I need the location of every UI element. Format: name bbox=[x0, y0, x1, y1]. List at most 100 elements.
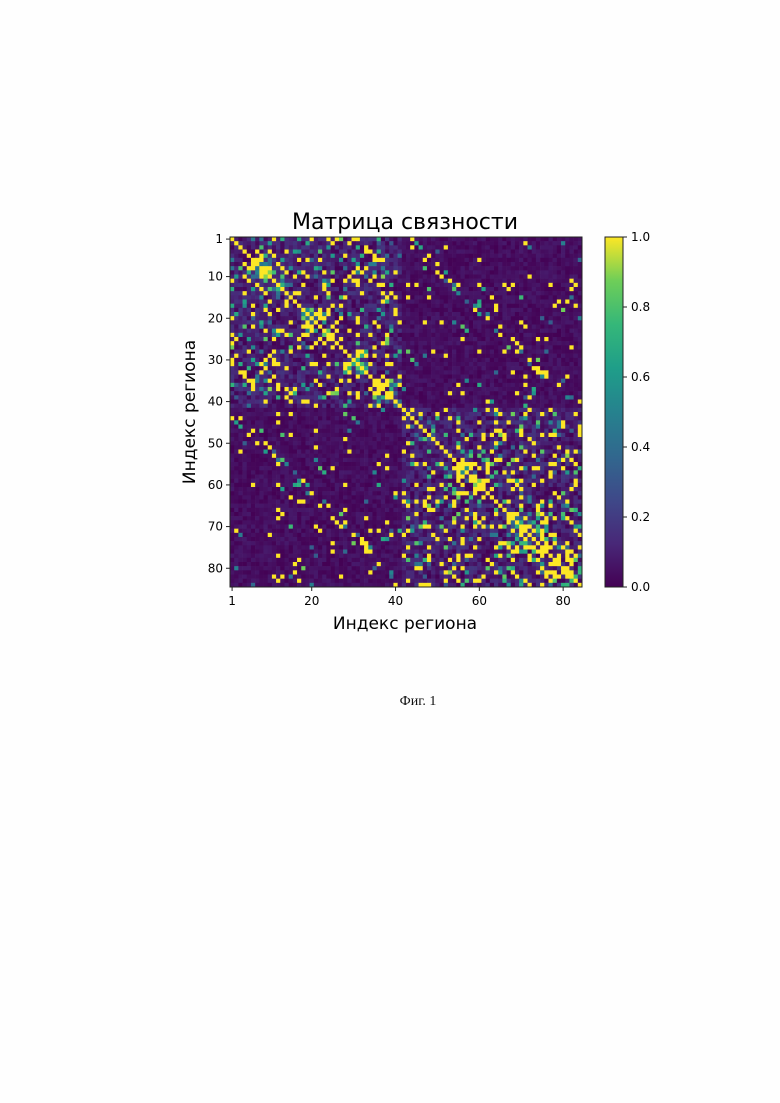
heatmap-cell bbox=[573, 320, 579, 325]
heatmap-cell bbox=[485, 332, 491, 338]
heatmap-cell bbox=[506, 270, 512, 275]
heatmap-cell bbox=[577, 474, 583, 479]
heatmap-cell bbox=[288, 324, 294, 329]
heatmap-cell bbox=[297, 387, 302, 392]
heatmap-cell bbox=[406, 462, 411, 467]
chart-title: Матрица связности bbox=[292, 210, 518, 235]
heatmap-cell bbox=[364, 441, 369, 446]
heatmap-cell bbox=[246, 382, 252, 388]
heatmap-cell bbox=[443, 237, 449, 242]
heatmap-cell bbox=[351, 303, 357, 309]
heatmap-cell bbox=[347, 270, 352, 275]
heatmap-cell bbox=[385, 253, 390, 259]
heatmap-cell bbox=[401, 441, 407, 446]
heatmap-cell bbox=[498, 299, 503, 304]
heatmap-cell bbox=[552, 266, 558, 271]
heatmap-cell bbox=[406, 395, 411, 400]
heatmap-cell bbox=[556, 424, 562, 429]
heatmap-cell bbox=[535, 241, 541, 246]
heatmap-cell bbox=[355, 324, 361, 329]
heatmap-cell bbox=[271, 362, 277, 367]
heatmap-cell bbox=[422, 382, 428, 388]
heatmap-cell bbox=[238, 403, 243, 409]
heatmap-cell bbox=[280, 341, 285, 346]
heatmap-cell bbox=[246, 303, 252, 309]
heatmap-cell bbox=[414, 382, 419, 388]
heatmap-cell bbox=[305, 453, 310, 459]
heatmap-cell bbox=[401, 257, 407, 263]
heatmap-cell bbox=[456, 257, 461, 263]
heatmap-cell bbox=[489, 437, 495, 442]
heatmap-cell bbox=[494, 353, 499, 359]
heatmap-cell bbox=[372, 374, 377, 379]
heatmap-cell bbox=[552, 462, 558, 467]
heatmap-cell bbox=[372, 332, 377, 338]
heatmap-cell bbox=[435, 287, 440, 292]
heatmap-cell bbox=[389, 278, 394, 284]
heatmap-cell bbox=[309, 282, 315, 288]
heatmap-cell bbox=[447, 328, 453, 334]
heatmap-cell bbox=[230, 295, 235, 300]
heatmap-cell bbox=[255, 282, 260, 288]
heatmap-cell bbox=[347, 378, 352, 384]
heatmap-cell bbox=[494, 478, 499, 484]
heatmap-cell bbox=[464, 387, 470, 392]
heatmap-cell bbox=[393, 341, 398, 346]
heatmap-cell bbox=[330, 324, 336, 329]
heatmap-cell bbox=[343, 337, 348, 342]
heatmap-cell bbox=[456, 345, 461, 350]
heatmap-cell bbox=[297, 412, 302, 417]
heatmap-cell bbox=[338, 424, 344, 429]
heatmap-cell bbox=[460, 353, 465, 359]
heatmap-cell bbox=[447, 382, 453, 388]
heatmap-cell bbox=[410, 462, 415, 467]
heatmap-cell bbox=[292, 474, 298, 479]
heatmap-cell bbox=[426, 416, 432, 421]
heatmap-cell bbox=[330, 420, 336, 425]
heatmap-cell bbox=[301, 337, 306, 342]
heatmap-cell bbox=[372, 287, 377, 292]
heatmap-cell bbox=[565, 257, 570, 263]
heatmap-cell bbox=[246, 432, 252, 438]
heatmap-cell bbox=[297, 453, 302, 459]
heatmap-cell bbox=[389, 462, 394, 467]
heatmap-cell bbox=[452, 291, 457, 296]
heatmap-cell bbox=[456, 453, 461, 459]
heatmap-cell bbox=[334, 312, 340, 317]
heatmap-cell bbox=[250, 299, 256, 304]
heatmap-cell bbox=[414, 457, 419, 463]
heatmap-cell bbox=[276, 349, 281, 354]
heatmap-cell bbox=[313, 253, 319, 259]
heatmap-cell bbox=[255, 328, 260, 334]
heatmap-cell bbox=[569, 403, 574, 409]
heatmap-cell bbox=[401, 328, 407, 334]
heatmap-cell bbox=[418, 478, 424, 484]
heatmap-cell bbox=[544, 437, 549, 442]
heatmap-cell bbox=[473, 403, 478, 409]
heatmap-cell bbox=[347, 366, 352, 371]
heatmap-cell bbox=[368, 478, 373, 484]
heatmap-cell bbox=[439, 245, 445, 250]
heatmap-cell bbox=[271, 370, 277, 375]
heatmap-cell bbox=[561, 391, 566, 396]
heatmap-cell bbox=[473, 262, 478, 267]
heatmap-cell bbox=[267, 316, 273, 321]
heatmap-cell bbox=[494, 407, 499, 413]
heatmap-cell bbox=[494, 399, 499, 404]
heatmap-cell bbox=[288, 274, 294, 279]
heatmap-cell bbox=[468, 341, 474, 346]
heatmap-cell bbox=[343, 349, 348, 354]
heatmap-cell bbox=[338, 382, 344, 388]
heatmap-cell bbox=[473, 362, 478, 367]
heatmap-cell bbox=[573, 316, 579, 321]
heatmap-cell bbox=[230, 482, 235, 488]
heatmap-cell bbox=[238, 349, 243, 354]
heatmap-cell bbox=[380, 382, 386, 388]
heatmap-cell bbox=[431, 391, 436, 396]
heatmap-cell bbox=[519, 362, 524, 367]
heatmap-cell bbox=[552, 366, 558, 371]
heatmap-cell bbox=[569, 441, 574, 446]
heatmap-cell bbox=[326, 274, 331, 279]
heatmap-cell bbox=[561, 295, 566, 300]
heatmap-cell bbox=[531, 453, 537, 459]
